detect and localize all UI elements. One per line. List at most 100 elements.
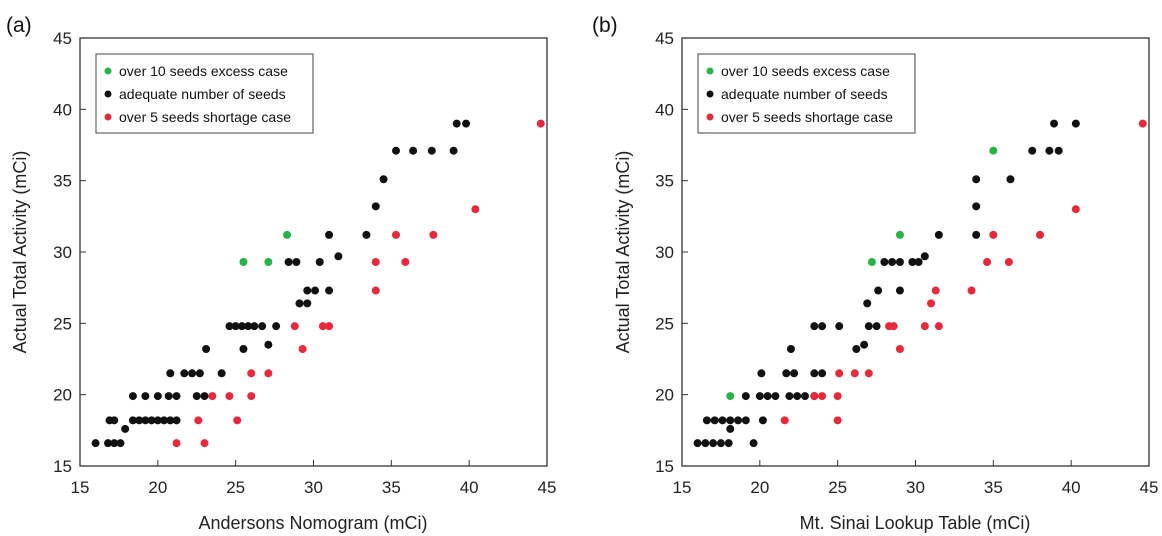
point-shortage-a bbox=[247, 392, 256, 401]
y-tick-label-a: 40 bbox=[53, 100, 72, 119]
point-adequate-a bbox=[292, 257, 301, 266]
point-adequate-b bbox=[785, 392, 794, 401]
legend-box-b bbox=[697, 53, 916, 134]
x-tick-label-b: 40 bbox=[1062, 478, 1081, 497]
legend-box-a bbox=[95, 53, 314, 134]
point-adequate-b bbox=[864, 322, 873, 331]
point-shortage-a bbox=[298, 345, 307, 354]
point-shortage-a bbox=[371, 257, 380, 266]
point-adequate-a bbox=[160, 416, 169, 425]
point-shortage-a bbox=[429, 230, 438, 239]
point-adequate-b bbox=[934, 230, 943, 239]
x-tick-label-a: 45 bbox=[538, 478, 557, 497]
point-adequate-b bbox=[710, 416, 719, 425]
point-excess-b bbox=[726, 392, 735, 401]
y-tick-label-b: 35 bbox=[655, 172, 674, 191]
point-adequate-b bbox=[863, 299, 872, 308]
point-adequate-b bbox=[782, 369, 791, 378]
x-tick-label-b: 30 bbox=[906, 478, 925, 497]
point-adequate-a bbox=[371, 202, 380, 211]
x-tick-label-a: 30 bbox=[304, 478, 323, 497]
point-adequate-a bbox=[91, 439, 100, 448]
points-b bbox=[693, 119, 1147, 448]
point-adequate-a bbox=[303, 286, 312, 295]
point-shortage-a bbox=[325, 322, 334, 331]
y-tick-label-a: 30 bbox=[53, 243, 72, 262]
point-adequate-b bbox=[1006, 175, 1015, 184]
legend-label-excess-a: over 10 seeds excess case bbox=[119, 63, 288, 79]
point-shortage-b bbox=[780, 416, 789, 425]
y-tick-label-a: 45 bbox=[53, 29, 72, 48]
point-adequate-b bbox=[771, 392, 780, 401]
legend-label-excess-b: over 10 seeds excess case bbox=[721, 63, 890, 79]
point-adequate-a bbox=[147, 416, 156, 425]
panel-label-b: (b) bbox=[592, 14, 618, 37]
point-adequate-a bbox=[104, 439, 113, 448]
point-adequate-b bbox=[810, 322, 819, 331]
point-adequate-b bbox=[972, 175, 981, 184]
point-adequate-a bbox=[315, 257, 324, 266]
x-axis-label-a: Andersons Nomogram (mCi) bbox=[198, 513, 427, 533]
point-shortage-a bbox=[536, 119, 545, 128]
point-adequate-a bbox=[409, 146, 418, 155]
point-adequate-a bbox=[392, 146, 401, 155]
point-adequate-b bbox=[908, 257, 917, 266]
legend-label-adequate-b: adequate number of seeds bbox=[721, 86, 888, 102]
point-shortage-b bbox=[1071, 205, 1080, 214]
point-adequate-a bbox=[362, 230, 371, 239]
point-adequate-a bbox=[449, 146, 458, 155]
point-shortage-b bbox=[934, 322, 943, 331]
y-tick-label-b: 15 bbox=[655, 457, 674, 476]
point-adequate-b bbox=[1050, 119, 1059, 128]
legend-marker-shortage-a bbox=[104, 113, 112, 121]
point-shortage-a bbox=[225, 392, 234, 401]
point-adequate-b bbox=[1045, 146, 1054, 155]
point-adequate-a bbox=[311, 286, 320, 295]
point-adequate-b bbox=[920, 252, 929, 261]
point-adequate-a bbox=[250, 322, 259, 331]
point-adequate-b bbox=[726, 424, 735, 433]
x-tick-label-a: 35 bbox=[382, 478, 401, 497]
point-adequate-b bbox=[810, 369, 819, 378]
point-adequate-b bbox=[749, 439, 758, 448]
point-adequate-b bbox=[741, 416, 750, 425]
point-adequate-a bbox=[295, 299, 304, 308]
point-shortage-b bbox=[920, 322, 929, 331]
x-axis-label-b: Mt. Sinai Lookup Table (mCi) bbox=[800, 513, 1031, 533]
point-adequate-b bbox=[880, 257, 889, 266]
point-adequate-a bbox=[172, 392, 181, 401]
legend-marker-adequate-a bbox=[104, 90, 112, 98]
point-shortage-b bbox=[931, 286, 940, 295]
point-adequate-a bbox=[237, 322, 246, 331]
point-adequate-b bbox=[718, 416, 727, 425]
point-shortage-b bbox=[983, 257, 992, 266]
point-adequate-b bbox=[716, 439, 725, 448]
legend-marker-shortage-b bbox=[706, 113, 714, 121]
point-adequate-a bbox=[258, 322, 267, 331]
point-adequate-a bbox=[225, 322, 234, 331]
point-adequate-a bbox=[180, 369, 189, 378]
point-shortage-a bbox=[392, 230, 401, 239]
panel-a: (a) 15 20 25 30 35 40 45 15 20 25 30 35 40 45 Anderso… bbox=[6, 14, 556, 533]
point-adequate-a bbox=[141, 392, 150, 401]
point-adequate-a bbox=[153, 392, 162, 401]
legend-label-shortage-a: over 5 seeds shortage case bbox=[119, 109, 291, 125]
point-adequate-a bbox=[239, 345, 248, 354]
point-excess-a bbox=[239, 257, 248, 266]
point-shortage-a bbox=[401, 257, 410, 266]
point-shortage-a bbox=[318, 322, 327, 331]
x-tick-label-b: 35 bbox=[984, 478, 1003, 497]
point-shortage-b bbox=[835, 369, 844, 378]
point-shortage-b bbox=[833, 392, 842, 401]
point-adequate-b bbox=[724, 439, 733, 448]
point-shortage-a bbox=[264, 369, 273, 378]
point-shortage-a bbox=[194, 416, 203, 425]
x-tick-label-a: 15 bbox=[71, 478, 90, 497]
point-shortage-b bbox=[967, 286, 976, 295]
point-adequate-b bbox=[872, 322, 881, 331]
point-shortage-b bbox=[1004, 257, 1013, 266]
y-tick-label-b: 30 bbox=[655, 243, 674, 262]
point-excess-a bbox=[264, 257, 273, 266]
point-adequate-a bbox=[325, 286, 334, 295]
